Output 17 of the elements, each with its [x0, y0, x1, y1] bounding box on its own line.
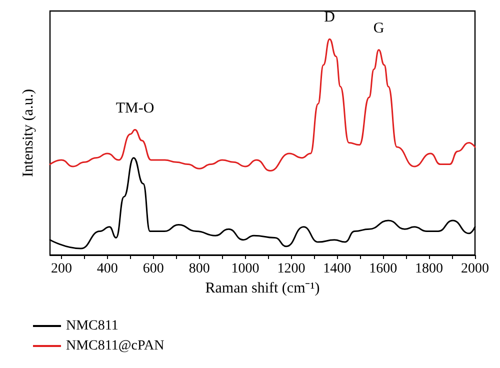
- legend-label: NMC811@cPAN: [66, 338, 164, 354]
- x-tick-label: 200: [50, 262, 72, 276]
- annotation: G: [373, 20, 384, 36]
- x-tick-label: 1600: [369, 262, 398, 276]
- x-tick-label: 600: [142, 262, 164, 276]
- x-tick-label: 1000: [231, 262, 260, 276]
- y-axis-title: Intensity (a.u.): [20, 89, 36, 177]
- x-axis-title: Raman shift (cm⁻¹): [205, 280, 320, 296]
- x-tick-label: 400: [96, 262, 118, 276]
- x-tick-label: 1800: [415, 262, 444, 276]
- legend-label: NMC811: [66, 318, 118, 334]
- annotation: TM-O: [116, 100, 154, 116]
- x-tick-label: 1200: [277, 262, 306, 276]
- x-tick-label: 2000: [461, 262, 489, 276]
- x-tick-label: 800: [188, 262, 210, 276]
- annotation: D: [324, 10, 336, 26]
- x-tick-label: 1400: [323, 262, 352, 276]
